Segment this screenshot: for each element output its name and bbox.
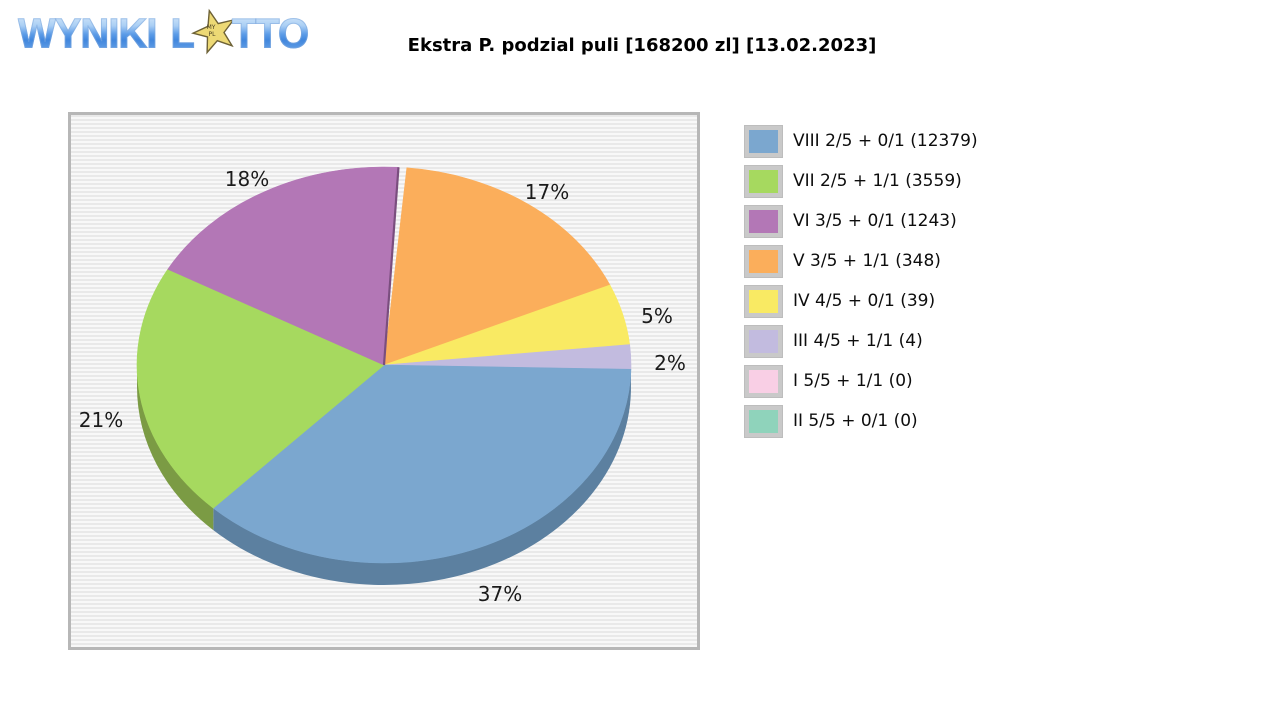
legend-label: VII 2/5 + 1/1 (3559) (793, 171, 962, 191)
legend-label: VIII 2/5 + 0/1 (12379) (793, 131, 978, 151)
legend-item: II 5/5 + 0/1 (0) (744, 401, 978, 441)
pie-slice-edge (382, 167, 400, 366)
pie-percent-label: 18% (225, 167, 269, 191)
legend-label: II 5/5 + 0/1 (0) (793, 411, 918, 431)
legend-label: VI 3/5 + 0/1 (1243) (793, 211, 957, 231)
pie-chart: 37% 21% 18% 17% 5% 2% (79, 166, 686, 606)
pie-slice (383, 167, 611, 366)
legend-swatch (744, 204, 783, 238)
logo-star-icon: MY PL (190, 8, 235, 55)
svg-text:MY: MY (206, 24, 215, 31)
logo-text-wyniki: WYNIKI (17, 9, 157, 59)
legend-swatch-color (749, 409, 778, 433)
logo-text-tto: TTO (231, 9, 309, 59)
pie-percent-label: 2% (654, 351, 686, 375)
legend-swatch-color (749, 129, 778, 153)
legend-label: IV 4/5 + 0/1 (39) (793, 291, 936, 311)
legend-label: I 5/5 + 1/1 (0) (793, 371, 913, 391)
legend-swatch (744, 364, 783, 398)
legend-swatch-color (749, 209, 778, 233)
legend-swatch (744, 124, 783, 158)
legend-item: I 5/5 + 1/1 (0) (744, 361, 978, 401)
legend-swatch (744, 404, 783, 438)
legend-swatch (744, 324, 783, 358)
pie-percent-label: 37% (478, 582, 522, 606)
legend-item: V 3/5 + 1/1 (348) (744, 241, 978, 281)
legend-label: III 4/5 + 1/1 (4) (793, 331, 923, 351)
legend-item: VIII 2/5 + 0/1 (12379) (744, 121, 978, 161)
legend-item: VII 2/5 + 1/1 (3559) (744, 161, 978, 201)
legend-swatch-color (749, 249, 778, 273)
legend-swatch-color (749, 169, 778, 193)
legend-item: III 4/5 + 1/1 (4) (744, 321, 978, 361)
legend-swatch-color (749, 369, 778, 393)
legend-label: V 3/5 + 1/1 (348) (793, 251, 941, 271)
pie-slice (136, 268, 385, 509)
svg-text:PL: PL (208, 31, 216, 38)
legend-item: VI 3/5 + 0/1 (1243) (744, 201, 978, 241)
legend: VIII 2/5 + 0/1 (12379) VII 2/5 + 1/1 (355… (744, 121, 978, 441)
pie-rim-segment (213, 369, 631, 586)
logo-text-l: L (170, 9, 195, 59)
site-logo[interactable]: WYNIKI L MY PL TTO (17, 8, 310, 60)
legend-swatch-color (749, 289, 778, 313)
pie-percent-label: 21% (79, 408, 123, 432)
pie-percent-label: 5% (641, 304, 673, 328)
pie-rim-segment (137, 365, 214, 531)
legend-swatch (744, 284, 783, 318)
pie-percent-label: 17% (525, 180, 569, 204)
chart-title: Ekstra P. podzial puli [168200 zl] [13.0… (407, 35, 877, 56)
pie-slice (212, 364, 632, 564)
pie-slice (167, 166, 399, 366)
chart-frame: 37% 21% 18% 17% 5% 2% (68, 112, 700, 650)
legend-swatch-color (749, 329, 778, 353)
legend-item: IV 4/5 + 0/1 (39) (744, 281, 978, 321)
legend-swatch (744, 244, 783, 278)
legend-swatch (744, 164, 783, 198)
